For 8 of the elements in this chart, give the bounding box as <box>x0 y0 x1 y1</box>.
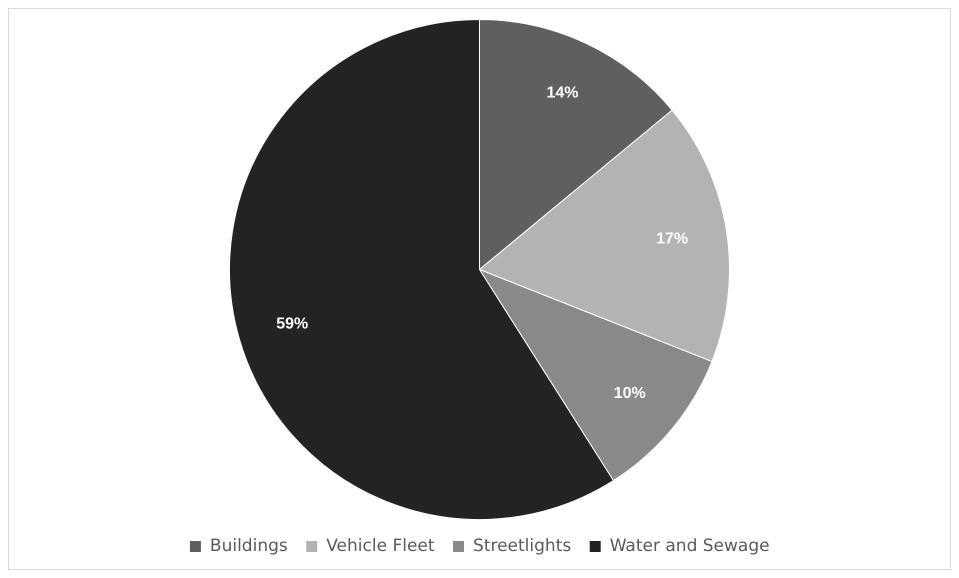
data-label: 10% <box>614 385 646 402</box>
data-label: 59% <box>276 315 308 332</box>
legend-label: Vehicle Fleet <box>326 536 435 556</box>
data-label: 14% <box>546 84 579 102</box>
legend-label: Streetlights <box>473 536 572 556</box>
legend-label: Water and Sewage <box>610 536 770 556</box>
data-label: 17% <box>656 230 688 248</box>
legend-label: Buildings <box>210 536 288 556</box>
